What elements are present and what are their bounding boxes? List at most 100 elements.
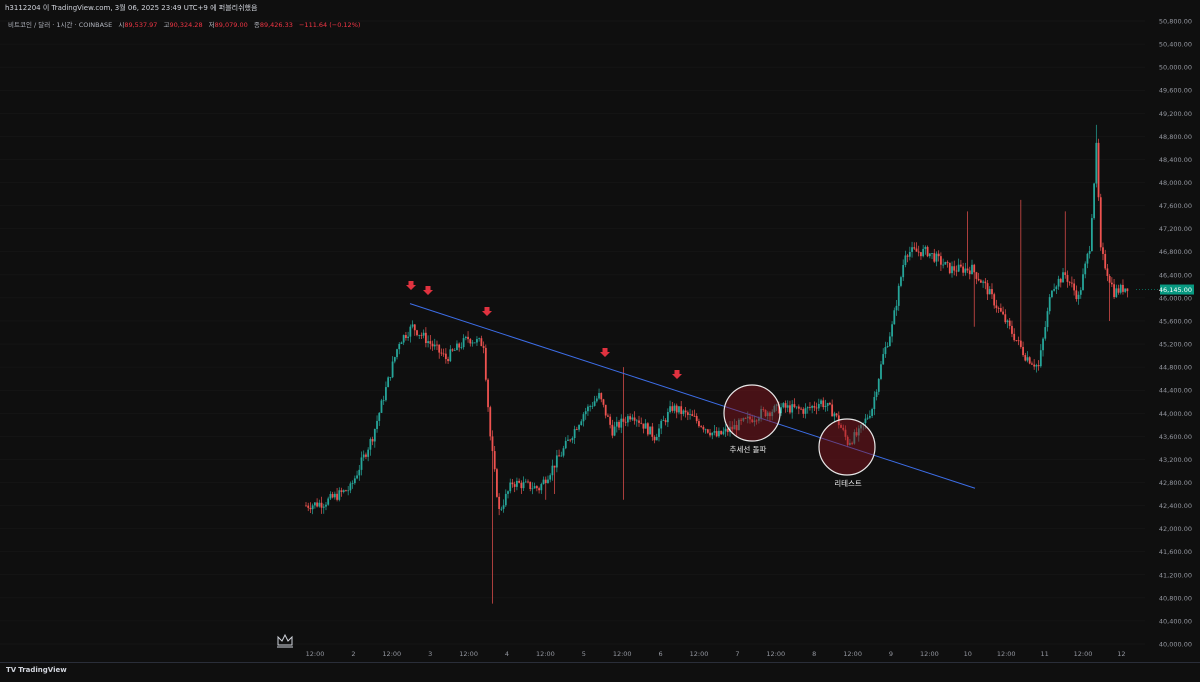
candle-body (968, 270, 971, 275)
candle-body (857, 428, 860, 436)
candle-body (702, 426, 705, 430)
time-tick-label: 7 (735, 650, 739, 658)
candle-body (813, 405, 816, 408)
candle-body (487, 379, 489, 408)
candle-body (900, 277, 902, 286)
candle-body (684, 410, 687, 413)
candle-body (851, 442, 854, 444)
candle-body (1013, 333, 1016, 341)
crown-icon[interactable] (277, 633, 293, 648)
candle-body (1006, 320, 1009, 323)
candle-body (849, 442, 851, 445)
candle-body (1115, 288, 1118, 298)
candle-body (973, 264, 976, 273)
down-arrow-icon (423, 286, 433, 295)
candle-body (948, 262, 951, 274)
candle-body (476, 339, 478, 343)
candle-body (551, 465, 554, 476)
price-tick-label: 47,200.00 (1159, 225, 1192, 233)
candle-body (540, 484, 543, 491)
candle-body (926, 246, 929, 257)
candle-body (653, 436, 656, 441)
candle-body (1033, 364, 1036, 367)
candle-body (356, 475, 358, 479)
candle-body (646, 423, 649, 435)
candle-body (327, 498, 330, 505)
tradingview-logo[interactable]: 𝗧𝗩 TradingView (6, 666, 67, 674)
time-tick-label: 12:00 (997, 650, 1016, 658)
candle-body (993, 294, 996, 306)
price-tick-label: 49,200.00 (1159, 110, 1192, 118)
candle-body (864, 418, 867, 423)
publisher-bar: h3112204 이 TradingView.com, 3월 06, 2025 … (0, 0, 1200, 14)
candle-body (1088, 250, 1091, 254)
time-tick-label: 10 (964, 650, 972, 658)
candle-body (1126, 288, 1129, 292)
time-tick-label: 12:00 (1074, 650, 1093, 658)
candle-body (520, 482, 523, 489)
candle-body (309, 507, 312, 510)
candle-body (809, 407, 811, 408)
candle-body (795, 406, 798, 408)
candle-body (877, 378, 880, 392)
candle-body (1048, 297, 1051, 312)
candle-body (387, 377, 390, 388)
candle-body (473, 342, 476, 344)
tradingview-logo-icon: 𝗧𝗩 (6, 666, 17, 674)
candle-body (686, 412, 689, 415)
candle-body (678, 406, 680, 413)
tradingview-logo-text: TradingView (18, 666, 67, 674)
high-value: 90,324.28 (169, 21, 203, 29)
candle-body (866, 417, 869, 419)
candle-body (305, 505, 307, 507)
candle-body (600, 393, 603, 400)
time-tick-label: 12:00 (306, 650, 325, 658)
candle-body (1086, 253, 1089, 264)
trendline-layer[interactable] (409, 303, 976, 489)
candle-body (793, 404, 796, 408)
candle-body (351, 483, 354, 484)
candle-body (398, 343, 401, 350)
candle-body (560, 455, 563, 457)
candle-body (662, 420, 665, 421)
candle-body (664, 420, 667, 423)
candle-body (549, 475, 552, 480)
price-axis[interactable]: 50,800.00 50,400.00 50,000.00 49,600.00 49,2… (1136, 18, 1194, 649)
candle-body (1031, 363, 1033, 365)
candle-body (320, 502, 323, 508)
time-tick-label: 8 (812, 650, 816, 658)
candle-body (464, 336, 467, 339)
time-axis[interactable]: 12:00 2 12:00 3 12:00 4 12:00 5 12:00 6 12:00 7 12:0… (306, 650, 1126, 658)
candle-body (451, 349, 454, 351)
candle-body (522, 482, 525, 489)
price-tick-label: 46,800.00 (1159, 248, 1192, 256)
candle-body (871, 409, 873, 416)
candle-body (582, 414, 585, 422)
candle-body (682, 410, 685, 415)
candle-body (769, 412, 771, 417)
candle-body (333, 493, 336, 498)
time-tick-label: 12:00 (766, 650, 785, 658)
candle-body (1022, 346, 1024, 356)
candle-body (915, 248, 918, 252)
candle-body (733, 424, 736, 430)
candle-body (797, 406, 800, 409)
price-tick-label: 50,000.00 (1159, 64, 1192, 72)
candle-body (979, 280, 982, 283)
candle-body (627, 416, 629, 423)
candle-body (780, 407, 782, 414)
candle-body (642, 423, 645, 429)
candle-body (1028, 357, 1031, 364)
candle-body (1017, 340, 1020, 342)
candle-body (917, 251, 920, 253)
price-tick-label: 43,600.00 (1159, 433, 1192, 441)
down-arrow-icon (482, 307, 492, 316)
candle-body (988, 289, 991, 295)
price-tick-label: 40,800.00 (1159, 594, 1192, 602)
candle-body (504, 493, 507, 506)
candle-body (937, 253, 940, 257)
candle-body (624, 421, 627, 423)
candle-body (1124, 288, 1127, 292)
time-tick-label: 12:00 (459, 650, 478, 658)
